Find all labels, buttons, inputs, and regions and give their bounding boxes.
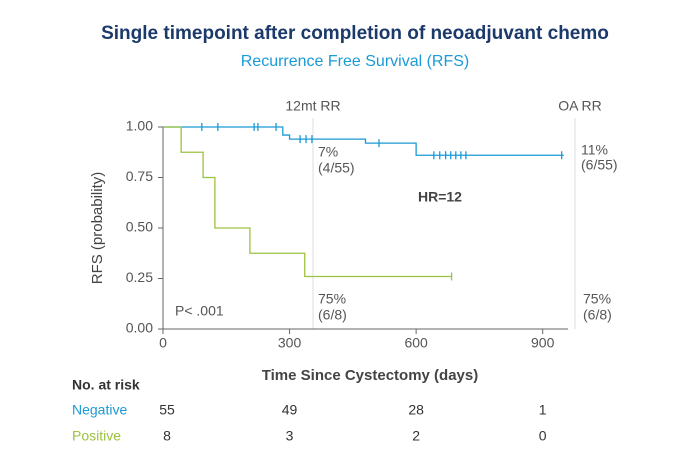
annotation: HR=12 (418, 189, 462, 205)
annotation: (6/8) (583, 307, 612, 323)
at-risk-title: No. at risk (72, 377, 140, 393)
y-tick-label: 0.25 (126, 269, 153, 285)
annotation: OA RR (558, 98, 602, 114)
at-risk-value: 0 (539, 428, 547, 444)
at-risk-value: 55 (159, 402, 175, 418)
y-tick-label: 0.75 (126, 168, 153, 184)
x-axis-label: Time Since Cystectomy (days) (262, 367, 478, 384)
chart-subtitle: Recurrence Free Survival (RFS) (241, 53, 470, 70)
annotation: 12mt RR (285, 98, 340, 114)
y-axis-label: RFS (probability) (89, 172, 106, 285)
at-risk-row-name: Negative (72, 402, 127, 418)
annotation: (4/55) (318, 160, 355, 176)
annotation: (6/8) (318, 307, 347, 323)
at-risk-value: 28 (408, 402, 424, 418)
at-risk-value: 49 (282, 402, 298, 418)
x-tick-label: 900 (531, 335, 555, 351)
survival-curve (163, 126, 564, 156)
at-risk-value: 8 (163, 428, 171, 444)
at-risk-row-name: Positive (72, 428, 121, 444)
y-tick-label: 0.50 (126, 219, 153, 235)
annotation: 75% (583, 291, 611, 307)
x-tick-label: 0 (159, 335, 167, 351)
annotation: P< .001 (175, 303, 224, 319)
at-risk-value: 1 (539, 402, 547, 418)
at-risk-value: 3 (286, 428, 294, 444)
annotation: (6/55) (581, 157, 618, 173)
chart-title: Single timepoint after completion of neo… (101, 23, 609, 44)
survival-curve (163, 126, 452, 278)
annotation: 7% (318, 144, 338, 160)
x-tick-label: 300 (278, 335, 302, 351)
at-risk-value: 2 (412, 428, 420, 444)
x-tick-label: 600 (404, 335, 428, 351)
y-tick-label: 0.00 (126, 320, 153, 336)
y-tick-label: 1.00 (126, 118, 153, 134)
annotation: 11% (581, 142, 608, 158)
annotation: 75% (318, 291, 346, 307)
